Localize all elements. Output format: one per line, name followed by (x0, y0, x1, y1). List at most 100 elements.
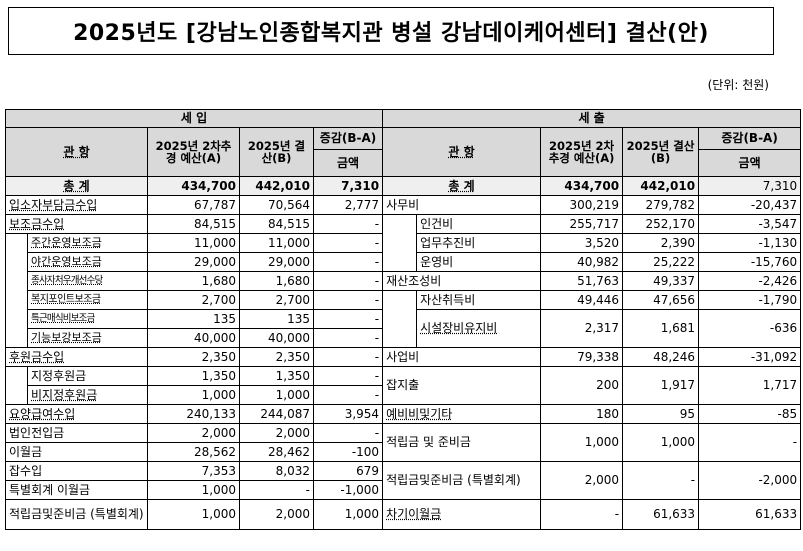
revenue-row-budget: 7,353 (147, 461, 240, 481)
expense-row-settle: 25,222 (622, 252, 700, 272)
expense-row-label: 적립금및준비금 (특별회계) (382, 461, 542, 500)
revenue-row-diff: - (312, 271, 384, 291)
expense-row-label: 잡지출 (382, 366, 542, 405)
revenue-row-diff: 2,777 (312, 195, 384, 215)
revenue-row-settle: 8,032 (239, 461, 314, 481)
revenue-total-diff: 7,310 (312, 176, 384, 196)
expense-row-label: 재산조성비 (382, 271, 542, 291)
expense-row-settle: 49,337 (622, 271, 700, 291)
expense-row-label: 시설장비유지비 (416, 309, 542, 348)
revenue-row-label: 특별회계 이월금 (5, 480, 148, 500)
revenue-row-label: 적립금및준비금 (특별회계) (5, 499, 148, 530)
revenue-diff-header: 증감(B-A) (312, 127, 384, 150)
revenue-row-settle: 84,515 (239, 214, 314, 234)
expense-settle-header: 2025년 결산(B) (622, 127, 700, 177)
expense-row-settle: - (622, 461, 700, 500)
expense-row-budget: 3,520 (540, 233, 624, 253)
expense-budget-header: 2025년 2차추경 예산(A) (540, 127, 624, 177)
revenue-indent (5, 366, 28, 405)
expense-row-label: 차기이월금 (382, 499, 542, 530)
revenue-row-budget: 1,350 (147, 366, 240, 386)
revenue-row-diff: - (312, 328, 384, 348)
expense-row-settle: 95 (622, 404, 700, 424)
revenue-row-label: 기능보강보조금 (27, 328, 148, 348)
revenue-row-diff: -1,000 (312, 480, 384, 500)
expense-row-budget: - (540, 499, 624, 530)
expense-row-label: 자산취득비 (416, 290, 542, 310)
revenue-row-budget: 28,562 (147, 442, 240, 462)
revenue-header: 세 입 (4, 109, 384, 128)
revenue-row-budget: 1,000 (147, 385, 240, 405)
budget-table: 세 입 세 출 관 항 2025년 2차추경 예산(A) 2025년 결산(B)… (4, 109, 802, 530)
expense-row-diff: -31,092 (698, 347, 802, 367)
revenue-row-settle: 1,000 (239, 385, 314, 405)
revenue-total-label: 총 계 (5, 176, 148, 196)
expense-total-diff: 7,310 (698, 176, 802, 196)
revenue-row-label: 후원금수입 (5, 347, 148, 367)
expense-header: 세 출 (382, 109, 802, 128)
revenue-row-budget: 40,000 (147, 328, 240, 348)
revenue-row-budget: 2,700 (147, 290, 240, 310)
revenue-row-settle: 2,000 (239, 423, 314, 443)
revenue-total-settle: 442,010 (239, 176, 314, 196)
revenue-row-settle: 2,700 (239, 290, 314, 310)
unit-label: (단위: 천원) (707, 78, 769, 92)
revenue-row-diff: - (312, 366, 384, 386)
revenue-row-budget: 29,000 (147, 252, 240, 272)
revenue-row-label: 종사자처우개선수당 (27, 271, 148, 291)
revenue-total-budget: 434,700 (147, 176, 240, 196)
expense-row-diff: -2,000 (698, 461, 802, 500)
revenue-row-diff: - (312, 290, 384, 310)
expense-row-budget: 79,338 (540, 347, 624, 367)
expense-indent (382, 214, 418, 272)
expense-row-budget: 2,317 (540, 309, 624, 348)
expense-total-budget: 434,700 (540, 176, 624, 196)
expense-row-label: 운영비 (416, 252, 542, 272)
revenue-row-label: 특근매식비보조금 (27, 309, 148, 329)
revenue-row-diff: - (312, 233, 384, 253)
revenue-row-diff: - (312, 385, 384, 405)
revenue-row-diff: 3,954 (312, 404, 384, 424)
expense-row-label: 인건비 (416, 214, 542, 234)
expense-row-budget: 51,763 (540, 271, 624, 291)
expense-row-settle: 1,000 (622, 423, 700, 462)
revenue-row-settle: 28,462 (239, 442, 314, 462)
revenue-indent (5, 233, 28, 348)
expense-row-diff: -85 (698, 404, 802, 424)
revenue-settle-header: 2025년 결산(B) (239, 127, 314, 177)
expense-diff-header: 증감(B-A) (698, 127, 802, 150)
expense-row-diff: 61,633 (698, 499, 802, 530)
expense-row-settle: 1,681 (622, 309, 700, 348)
expense-row-budget: 180 (540, 404, 624, 424)
page-title: 2025년도 [강남노인종합복지관 병설 강남데이케어센터] 결산(안) (8, 7, 774, 55)
revenue-row-label: 지정후원금 (27, 366, 148, 386)
revenue-row-budget: 11,000 (147, 233, 240, 253)
revenue-row-settle: - (239, 480, 314, 500)
revenue-row-label: 입소자부담금수입 (5, 195, 148, 215)
revenue-row-budget: 84,515 (147, 214, 240, 234)
revenue-row-budget: 67,787 (147, 195, 240, 215)
revenue-row-label: 비지정후원금 (27, 385, 148, 405)
revenue-row-label: 요양급여수입 (5, 404, 148, 424)
expense-total-settle: 442,010 (622, 176, 700, 196)
expense-row-diff: -3,547 (698, 214, 802, 234)
expense-row-budget: 49,446 (540, 290, 624, 310)
revenue-row-settle: 244,087 (239, 404, 314, 424)
revenue-amount-header: 금액 (312, 149, 384, 177)
revenue-row-settle: 40,000 (239, 328, 314, 348)
expense-amount-header: 금액 (698, 149, 802, 177)
revenue-row-label: 보조금수입 (5, 214, 148, 234)
revenue-row-budget: 2,000 (147, 423, 240, 443)
revenue-gwanhang-header: 관 항 (5, 127, 148, 177)
revenue-row-settle: 11,000 (239, 233, 314, 253)
expense-total-label: 총 계 (382, 176, 542, 196)
expense-row-settle: 61,633 (622, 499, 700, 530)
revenue-row-budget: 1,000 (147, 499, 240, 530)
expense-gwanhang-header: 관 항 (382, 127, 542, 177)
revenue-row-label: 잡수입 (5, 461, 148, 481)
expense-row-budget: 255,717 (540, 214, 624, 234)
revenue-row-diff: 679 (312, 461, 384, 481)
revenue-row-settle: 1,350 (239, 366, 314, 386)
expense-row-settle: 252,170 (622, 214, 700, 234)
revenue-budget-header: 2025년 2차추경 예산(A) (147, 127, 240, 177)
